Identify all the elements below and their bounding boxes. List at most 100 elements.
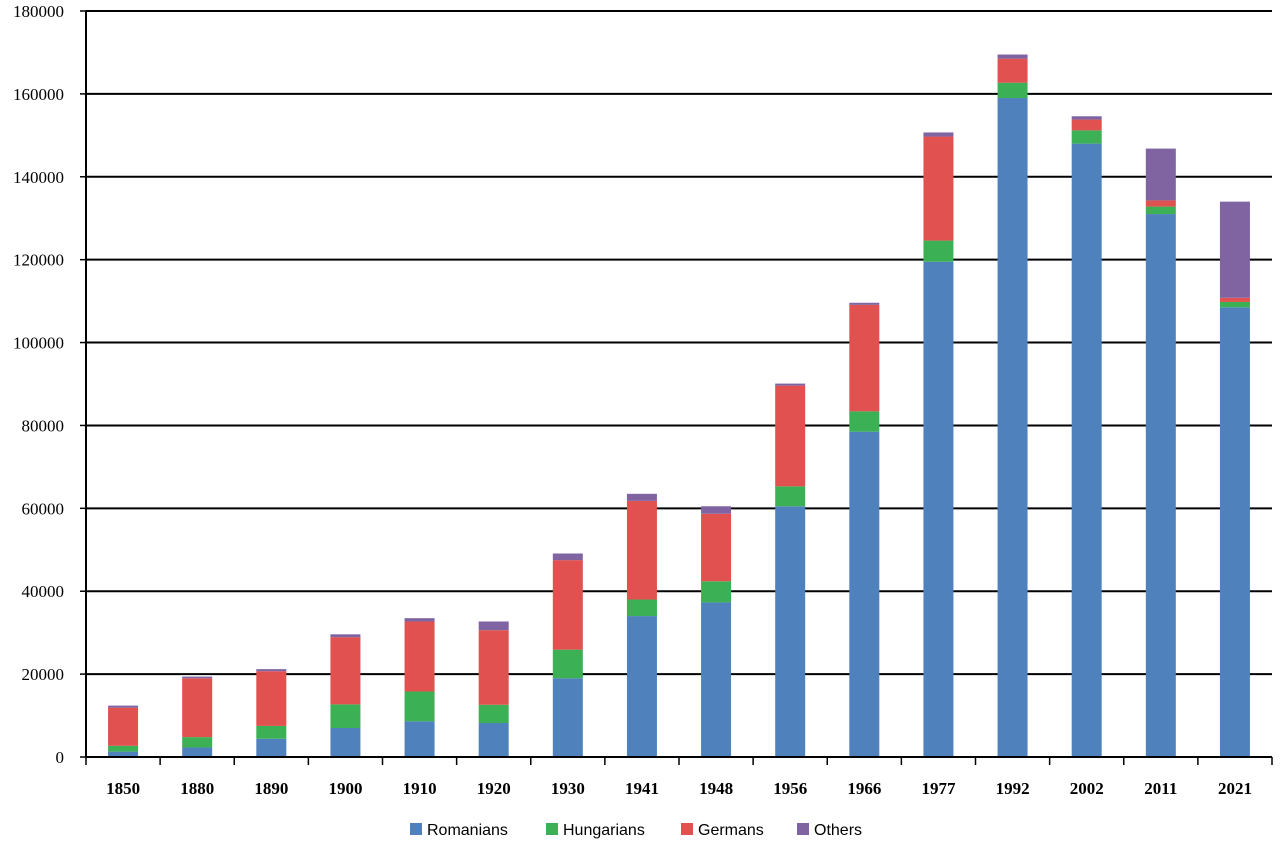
bar-romanians-2002 bbox=[1071, 143, 1102, 758]
bar-hungarians-2011 bbox=[1145, 206, 1176, 215]
bar-romanians-1977 bbox=[923, 261, 954, 757]
x-tick-label-1966: 1966 bbox=[847, 779, 881, 798]
bar-hungarians-1880 bbox=[182, 737, 213, 748]
y-tick-labels: 0 20000 40000 60000 80000 100000 120000 140000 1… bbox=[13, 2, 64, 767]
axes bbox=[80, 10, 1273, 765]
bar-germans-1956 bbox=[775, 385, 806, 487]
bar-hungarians-1948 bbox=[701, 581, 732, 603]
bar-hungarians-1977 bbox=[923, 240, 954, 262]
bar-others-1890 bbox=[256, 669, 287, 672]
bar-romanians-2011 bbox=[1145, 214, 1176, 758]
gridlines bbox=[86, 10, 1272, 676]
y-tick-label-160000: 160000 bbox=[13, 85, 64, 104]
bar-germans-1966 bbox=[849, 304, 880, 412]
bar-germans-1948 bbox=[701, 513, 732, 582]
legend-label-germans: Germans bbox=[698, 822, 764, 839]
x-tick-label-1920: 1920 bbox=[477, 779, 511, 798]
y-tick-label-100000: 100000 bbox=[13, 334, 64, 353]
bar-others-1920 bbox=[478, 621, 509, 631]
bar-romanians-1948 bbox=[701, 602, 732, 757]
bar-others-1966 bbox=[849, 302, 880, 305]
x-tick-labels: 1850 1880 1890 1900 1910 1920 1930 1941 1948 1956… bbox=[106, 779, 1252, 798]
x-tick-label-1850: 1850 bbox=[106, 779, 140, 798]
bar-romanians-1890 bbox=[256, 738, 287, 757]
x-tick-label-1910: 1910 bbox=[403, 779, 437, 798]
bar-hungarians-1850 bbox=[108, 745, 139, 752]
bar-hungarians-1910 bbox=[404, 691, 435, 722]
bar-germans-1977 bbox=[923, 136, 954, 241]
bar-hungarians-1941 bbox=[626, 599, 657, 617]
bar-germans-1900 bbox=[330, 637, 361, 705]
legend: Romanians Hungarians Germans Others bbox=[410, 822, 862, 839]
bar-others-1880 bbox=[182, 676, 213, 679]
bar-others-1910 bbox=[404, 618, 435, 622]
bar-hungarians-1890 bbox=[256, 725, 287, 739]
legend-swatch-germans bbox=[681, 823, 693, 835]
y-tick-label-60000: 60000 bbox=[22, 499, 65, 518]
legend-label-others: Others bbox=[814, 822, 862, 839]
bar-others-1977 bbox=[923, 132, 954, 137]
x-tick-label-1941: 1941 bbox=[625, 779, 659, 798]
x-tick-label-2011: 2011 bbox=[1144, 779, 1177, 798]
bar-germans-1992 bbox=[997, 58, 1028, 83]
legend-label-hungarians: Hungarians bbox=[563, 822, 645, 839]
legend-swatch-romanians bbox=[410, 823, 422, 835]
bar-others-1850 bbox=[108, 705, 139, 708]
bar-others-1948 bbox=[701, 506, 732, 514]
x-tick-label-1948: 1948 bbox=[699, 779, 733, 798]
x-tick-label-1890: 1890 bbox=[254, 779, 288, 798]
bar-romanians-1956 bbox=[775, 506, 806, 757]
bar-others-1941 bbox=[626, 493, 657, 501]
x-tick-label-1880: 1880 bbox=[180, 779, 214, 798]
bar-germans-1920 bbox=[478, 630, 509, 705]
bar-others-1956 bbox=[775, 383, 806, 386]
bar-romanians-2021 bbox=[1219, 307, 1250, 757]
bar-romanians-1966 bbox=[849, 431, 880, 757]
bar-others-1930 bbox=[552, 553, 583, 561]
legend-swatch-hungarians bbox=[546, 823, 558, 835]
bar-others-2011 bbox=[1145, 148, 1176, 201]
bars bbox=[108, 54, 1250, 758]
bar-hungarians-1956 bbox=[775, 486, 806, 507]
x-tick-label-1992: 1992 bbox=[996, 779, 1030, 798]
bar-romanians-1880 bbox=[182, 747, 213, 757]
y-tick-label-20000: 20000 bbox=[22, 665, 65, 684]
bar-romanians-1910 bbox=[404, 721, 435, 757]
bar-hungarians-2002 bbox=[1071, 130, 1102, 144]
bar-hungarians-1966 bbox=[849, 411, 880, 432]
bar-romanians-1941 bbox=[626, 616, 657, 757]
bar-hungarians-1992 bbox=[997, 82, 1028, 99]
bar-romanians-1920 bbox=[478, 723, 509, 757]
bar-germans-1910 bbox=[404, 621, 435, 692]
y-tick-label-40000: 40000 bbox=[22, 582, 65, 601]
x-tick-label-1930: 1930 bbox=[551, 779, 585, 798]
bar-romanians-1900 bbox=[330, 727, 361, 757]
y-tick-label-80000: 80000 bbox=[22, 416, 65, 435]
bar-hungarians-1900 bbox=[330, 704, 361, 728]
legend-label-romanians: Romanians bbox=[427, 822, 508, 839]
x-tick-label-1900: 1900 bbox=[328, 779, 362, 798]
y-tick-label-120000: 120000 bbox=[13, 251, 64, 270]
bar-germans-1890 bbox=[256, 671, 287, 726]
bar-germans-1930 bbox=[552, 560, 583, 650]
y-tick-label-0: 0 bbox=[56, 748, 65, 767]
bar-germans-1880 bbox=[182, 678, 213, 738]
bar-hungarians-2021 bbox=[1219, 301, 1250, 308]
bar-romanians-1850 bbox=[108, 751, 139, 757]
bar-hungarians-1930 bbox=[552, 649, 583, 679]
legend-swatch-others bbox=[797, 823, 809, 835]
bar-others-1992 bbox=[997, 54, 1028, 59]
bar-others-2021 bbox=[1219, 201, 1250, 298]
bar-romanians-1992 bbox=[997, 98, 1028, 758]
bar-romanians-1930 bbox=[552, 678, 583, 757]
bar-others-2002 bbox=[1071, 116, 1102, 120]
bar-germans-2002 bbox=[1071, 119, 1102, 131]
y-tick-label-140000: 140000 bbox=[13, 168, 64, 187]
bar-others-1900 bbox=[330, 634, 361, 638]
x-tick-label-2002: 2002 bbox=[1070, 779, 1104, 798]
bar-germans-2021 bbox=[1219, 297, 1250, 302]
y-tick-label-180000: 180000 bbox=[13, 2, 64, 21]
x-tick-label-1956: 1956 bbox=[773, 779, 807, 798]
